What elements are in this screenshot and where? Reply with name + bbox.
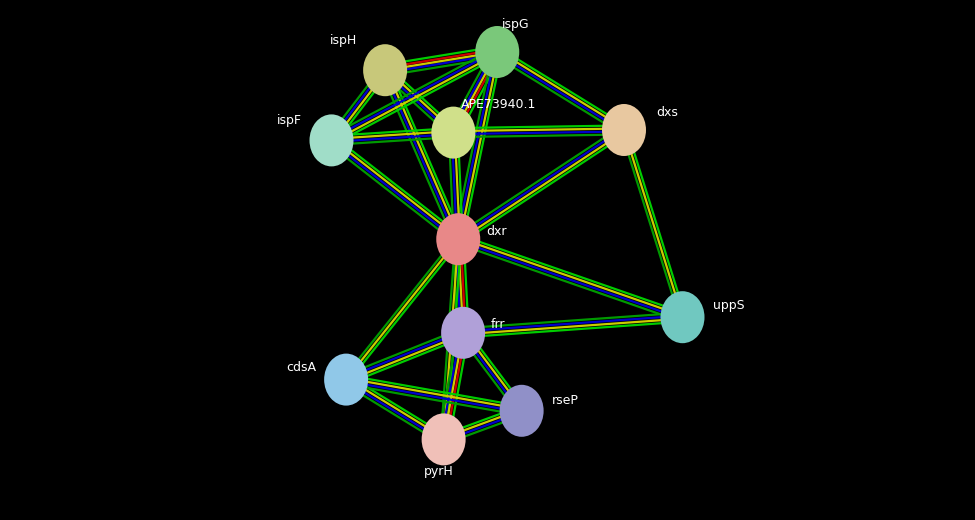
- Text: dxr: dxr: [487, 225, 507, 238]
- Ellipse shape: [660, 291, 705, 343]
- Text: uppS: uppS: [713, 298, 744, 311]
- Ellipse shape: [363, 44, 408, 96]
- Text: frr: frr: [491, 318, 506, 331]
- Text: APE73940.1: APE73940.1: [461, 98, 537, 111]
- Ellipse shape: [441, 307, 486, 359]
- Text: pyrH: pyrH: [424, 465, 453, 478]
- Text: ispG: ispG: [502, 18, 529, 31]
- Text: dxs: dxs: [656, 106, 678, 119]
- Ellipse shape: [421, 413, 466, 465]
- Ellipse shape: [324, 354, 369, 406]
- Ellipse shape: [309, 114, 354, 166]
- Ellipse shape: [602, 104, 646, 156]
- Text: ispF: ispF: [277, 114, 301, 127]
- Ellipse shape: [475, 26, 520, 78]
- Ellipse shape: [436, 213, 481, 265]
- Ellipse shape: [499, 385, 544, 437]
- Text: ispH: ispH: [330, 34, 357, 47]
- Ellipse shape: [431, 107, 476, 159]
- Text: rseP: rseP: [552, 394, 578, 407]
- Text: cdsA: cdsA: [286, 361, 316, 374]
